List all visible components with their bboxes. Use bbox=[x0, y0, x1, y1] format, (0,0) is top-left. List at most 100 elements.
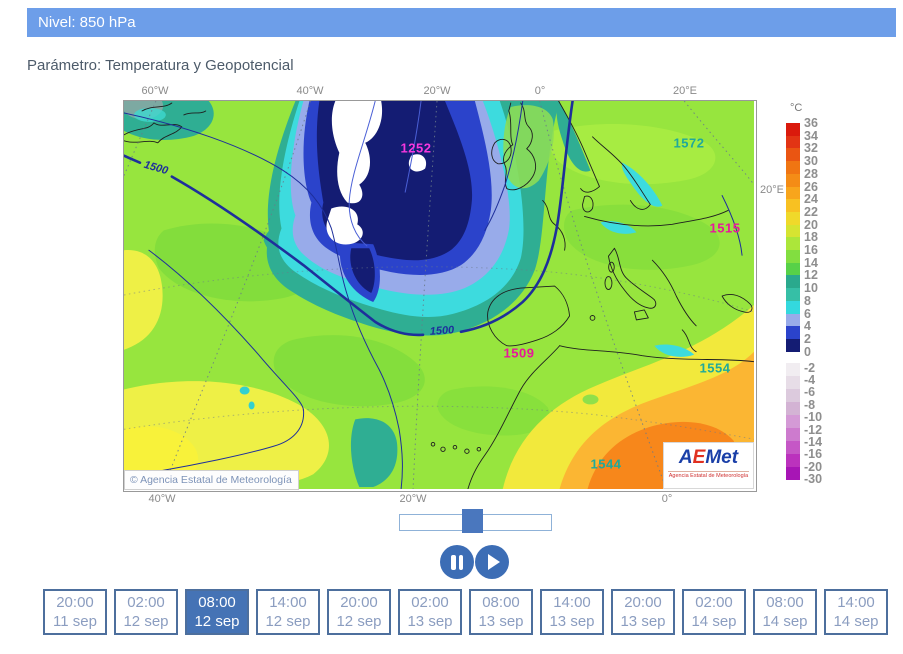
colorbar-tick-label: 14 bbox=[804, 255, 818, 270]
colorbar-tick-label: -10 bbox=[804, 410, 823, 425]
colorbar-tick-label: -20 bbox=[804, 459, 823, 474]
colorbar-segment bbox=[786, 173, 800, 188]
geopotential-center-label: 1252 bbox=[400, 140, 432, 156]
temperature-geopotential-chart bbox=[124, 101, 754, 489]
colorbar-segment bbox=[786, 414, 800, 429]
colorbar-tick-label: 34 bbox=[804, 128, 818, 143]
timestep-button[interactable]: 14:00 13 sep bbox=[540, 589, 604, 635]
aemet-logo-tagline: Agencia Estatal de Meteorología bbox=[668, 471, 749, 479]
timestep-button[interactable]: 08:00 14 sep bbox=[753, 589, 817, 635]
timestep-button[interactable]: 20:00 13 sep bbox=[611, 589, 675, 635]
colorbar-tick-label: 32 bbox=[804, 141, 818, 156]
axis-label-top: 0° bbox=[534, 85, 546, 97]
timestep-button[interactable]: 20:00 12 sep bbox=[327, 589, 391, 635]
colorbar-tick-label: 22 bbox=[804, 204, 818, 219]
timestep-button[interactable]: 02:00 12 sep bbox=[114, 589, 178, 635]
map-attribution: © Agencia Estatal de Meteorología bbox=[124, 470, 299, 490]
colorbar-segment bbox=[786, 453, 800, 468]
geopotential-center-label: 1515 bbox=[709, 220, 741, 236]
aemet-logo-text: AEMet bbox=[678, 447, 739, 468]
colorbar-segment bbox=[786, 375, 800, 390]
timestep-button[interactable]: 02:00 14 sep bbox=[682, 589, 746, 635]
colorbar-tick-label: 18 bbox=[804, 230, 818, 245]
timestep-date: 12 sep bbox=[265, 613, 311, 630]
axis-label-bottom: 0° bbox=[661, 493, 673, 505]
axis-label-top: 60°W bbox=[141, 85, 169, 97]
timestep-button[interactable]: 02:00 13 sep bbox=[398, 589, 462, 635]
axis-label-top: 20°W bbox=[423, 85, 451, 97]
timestep-time: 20:00 bbox=[624, 594, 662, 611]
colorbar-segment bbox=[786, 199, 800, 213]
colorbar-tick-label: -30 bbox=[804, 472, 823, 487]
timestep-time: 20:00 bbox=[340, 594, 378, 611]
timestep-button[interactable]: 20:00 11 sep bbox=[43, 589, 107, 635]
timestep-time: 14:00 bbox=[837, 594, 875, 611]
colorbar-segment bbox=[786, 313, 800, 327]
timestep-time: 02:00 bbox=[127, 594, 165, 611]
colorbar-tick-label: 24 bbox=[804, 192, 818, 207]
colorbar-tick-label: 30 bbox=[804, 154, 818, 169]
colorbar-segment bbox=[786, 401, 800, 416]
timestep-button[interactable]: 08:00 13 sep bbox=[469, 589, 533, 635]
colorbar-segment bbox=[786, 211, 800, 226]
colorbar-tick-label: -12 bbox=[804, 422, 823, 437]
colorbar-segment bbox=[786, 338, 800, 353]
colorbar-tick-label: -16 bbox=[804, 447, 823, 462]
colorbar-segment bbox=[786, 466, 800, 481]
axis-label-bottom: 40°W bbox=[148, 493, 176, 505]
colorbar-tick-label: 12 bbox=[804, 268, 818, 283]
level-header-bar[interactable]: Nivel: 850 hPa bbox=[27, 8, 896, 37]
colorbar-tick-label: 4 bbox=[804, 319, 811, 334]
colorbar-segment bbox=[786, 440, 800, 455]
colorbar-tick-label: 16 bbox=[804, 243, 818, 257]
timestep-button[interactable]: 08:00 12 sep bbox=[185, 589, 249, 635]
pause-button[interactable] bbox=[440, 545, 474, 579]
colorbar-segment bbox=[786, 224, 800, 238]
colorbar-tick-label: 8 bbox=[804, 293, 811, 308]
timestep-time: 14:00 bbox=[269, 594, 307, 611]
timestep-date: 14 sep bbox=[691, 613, 737, 630]
colorbar-segment bbox=[786, 326, 800, 340]
colorbar-tick-label: 20 bbox=[804, 217, 818, 232]
axis-label-right: 20°E bbox=[760, 184, 784, 196]
aemet-logo: AEMet Agencia Estatal de Meteorología bbox=[663, 442, 754, 489]
timestep-time: 08:00 bbox=[482, 594, 520, 611]
axis-label-bottom: 20°W bbox=[399, 493, 427, 505]
timestep-time: 08:00 bbox=[766, 594, 804, 611]
colorbar-tick-label: -8 bbox=[804, 397, 816, 412]
axis-label-top: 20°E bbox=[673, 85, 697, 97]
colorbar-tick-label: 26 bbox=[804, 179, 818, 194]
colorbar-segment bbox=[786, 262, 800, 276]
contour-label: 1500 bbox=[429, 324, 455, 338]
timestep-date: 13 sep bbox=[620, 613, 666, 630]
timestep-list: 20:00 11 sep 02:00 12 sep 08:00 12 sep 14:00 12… bbox=[43, 589, 888, 635]
timestep-time: 02:00 bbox=[411, 594, 449, 611]
parameter-label: Parámetro: Temperatura y Geopotencial bbox=[27, 57, 294, 74]
timestep-date: 11 sep bbox=[53, 613, 97, 630]
timestep-time: 08:00 bbox=[198, 594, 236, 611]
colorbar-tick-label: 36 bbox=[804, 116, 818, 130]
play-button[interactable] bbox=[475, 545, 509, 579]
colorbar-segment bbox=[786, 161, 800, 175]
colorbar-tick-label: 10 bbox=[804, 281, 818, 296]
colorbar-segment bbox=[786, 250, 800, 264]
time-slider-handle[interactable] bbox=[462, 509, 483, 533]
colorbar-tick-label: 6 bbox=[804, 306, 811, 321]
timestep-date: 13 sep bbox=[549, 613, 595, 630]
colorbar-tick-label: -14 bbox=[804, 435, 823, 449]
timestep-button[interactable]: 14:00 12 sep bbox=[256, 589, 320, 635]
colorbar-unit-label: °C bbox=[790, 102, 803, 114]
axis-label-top: 40°W bbox=[296, 85, 324, 97]
colorbar-segment bbox=[786, 123, 800, 137]
colorbar-tick-label: 2 bbox=[804, 331, 811, 346]
colorbar-segment bbox=[786, 388, 800, 403]
weather-map: 1252 1572 1515 1509 1554 1544 1500 1500 © Agenc… bbox=[123, 100, 757, 492]
timestep-time: 20:00 bbox=[56, 594, 94, 611]
timestep-date: 13 sep bbox=[478, 613, 524, 630]
geopotential-center-label: 1509 bbox=[503, 345, 535, 361]
colorbar-tick-label: -6 bbox=[804, 385, 816, 400]
colorbar-segment bbox=[786, 362, 800, 377]
geopotential-center-label: 1572 bbox=[673, 135, 705, 151]
timestep-button[interactable]: 14:00 14 sep bbox=[824, 589, 888, 635]
pause-icon bbox=[451, 554, 463, 570]
